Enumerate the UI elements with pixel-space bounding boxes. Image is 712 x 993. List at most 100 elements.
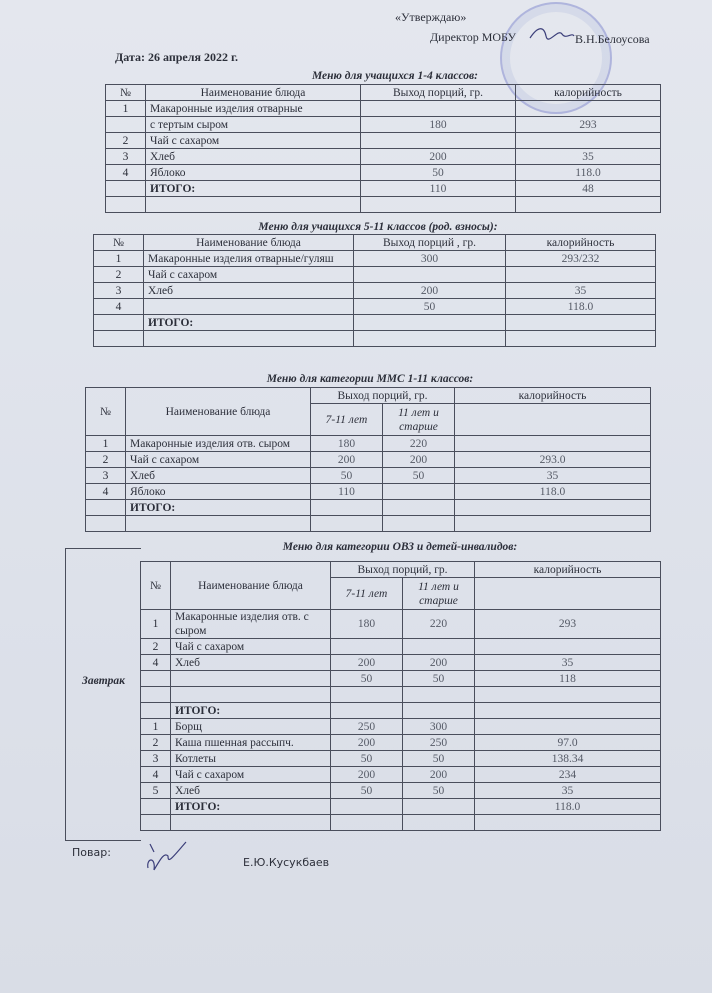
cell-dish: [170, 686, 331, 703]
menu-5-11-title: Меню для учащихся 5-11 классов (род. взн…: [258, 221, 498, 233]
cell-portion: 180: [330, 609, 403, 639]
cell-calories: 118.0: [515, 164, 661, 181]
cell-number: 3: [93, 282, 144, 299]
cell-portion: 200: [330, 734, 403, 751]
table-row: ИТОГО: 118.0: [140, 798, 662, 815]
cell-calories: [454, 435, 652, 452]
director-name: В.Н.Белоусова: [575, 32, 650, 46]
col-calories: калорийность: [505, 234, 656, 251]
menu-1-4-title: Меню для учащихся 1-4 классов:: [311, 70, 478, 82]
cell-dish: Чай с сахаром: [170, 766, 331, 783]
cell-calories: [505, 266, 656, 283]
cell-number: [105, 196, 146, 213]
cell-portion: [330, 814, 403, 831]
col-number: №: [140, 561, 171, 610]
table-row: 3 Хлеб 50 50 35: [85, 467, 652, 484]
cell-dish: Макаронные изделия отв. с сыром: [170, 609, 331, 639]
cell-calories: [454, 499, 652, 516]
cell-dish: Котлеты: [170, 750, 331, 767]
cell-portion: 220: [401, 609, 476, 639]
cell-calories: 293: [474, 609, 662, 639]
table-row: 2 Каша пшенная рассыпч. 200 250 97.0: [140, 734, 662, 751]
cell-portion: 50: [330, 750, 403, 767]
col-dish: Наименование блюда: [145, 84, 361, 101]
cell-dish: Борщ: [170, 718, 331, 735]
cell-number: 1: [85, 435, 126, 452]
cell-number: [105, 116, 146, 133]
cell-dish: Хлеб: [145, 148, 361, 165]
cell-calories: 35: [474, 654, 662, 671]
cell-portion: 50: [330, 670, 403, 687]
cell-calories: 97.0: [474, 734, 662, 751]
table-row: 2 Чай с сахаром: [140, 638, 662, 655]
table-row: 2 Чай с сахаром: [105, 132, 661, 149]
cell-calories: [454, 515, 652, 532]
cell-dish: Макаронные изделия отварные: [145, 100, 361, 117]
cell-calories: 118.0: [454, 483, 652, 500]
cell-calories: 35: [515, 148, 661, 165]
table-row: 2 Чай с сахаром 200 200 293.0: [85, 451, 652, 468]
cell-number: [140, 814, 171, 831]
table-row: 50 50 118: [140, 670, 662, 687]
cell-calories: 35: [474, 782, 662, 799]
col-age-7-11: 7-11 лет: [330, 577, 403, 610]
cell-calories: 118.0: [474, 798, 662, 815]
cell-number: [105, 180, 146, 197]
table-row: 1 Борщ 250 300: [140, 718, 662, 735]
table-row: [85, 515, 652, 532]
col-age-11-plus: 11 лет и старше: [401, 577, 476, 610]
cell-number: 4: [140, 766, 171, 783]
document-date: Дата: 26 апреля 2022 г.: [115, 50, 239, 64]
cell-dish: ИТОГО:: [125, 499, 311, 516]
cell-dish: Яблоко: [145, 164, 361, 181]
cell-dish: Макаронные изделия отв. сыром: [125, 435, 311, 452]
meal-label-breakfast: Завтрак: [81, 675, 125, 687]
table-row: 3 Котлеты 50 50 138.34: [140, 750, 662, 767]
cell-portion: [353, 330, 506, 347]
cell-portion: [330, 798, 403, 815]
cell-portion: 200: [381, 451, 456, 468]
col-calories: калорийность: [454, 387, 652, 404]
cell-portion: 50: [401, 750, 476, 767]
cell-portion: 220: [381, 435, 456, 452]
cook-signature-icon: [147, 841, 187, 871]
menu-ovz-title: Меню для категории ОВЗ и детей-инвалидов…: [282, 541, 518, 553]
cell-portion: 300: [401, 718, 476, 735]
cell-number: 3: [85, 467, 126, 484]
cell-number: 2: [140, 734, 171, 751]
cell-calories: 293.0: [454, 451, 652, 468]
cell-portion: [401, 814, 476, 831]
cell-number: 2: [93, 266, 144, 283]
cell-portion: 50: [330, 782, 403, 799]
cell-calories: [474, 638, 662, 655]
cell-portion: [353, 266, 506, 283]
cell-portion: 50: [310, 467, 383, 484]
col-calories-blank: [454, 403, 652, 436]
table-row: 4 50 118.0: [93, 298, 656, 315]
cell-calories: 234: [474, 766, 662, 783]
cell-calories: [474, 718, 662, 735]
director-signature-icon: [529, 28, 575, 40]
cell-portion: [330, 638, 403, 655]
cell-number: [93, 314, 144, 331]
cell-number: 4: [140, 654, 171, 671]
table-row: [105, 196, 661, 213]
cell-portion: [330, 702, 403, 719]
cell-dish: ИТОГО:: [143, 314, 354, 331]
cell-portion: 250: [401, 734, 476, 751]
table-row: ИТОГО:: [85, 499, 652, 516]
col-number: №: [93, 234, 144, 251]
cell-portion: [381, 515, 456, 532]
table-row: 1 Макаронные изделия отв. с сыром 180 220 29…: [140, 609, 662, 639]
menu-5-11-table: № Наименование блюда Выход порций , гр. …: [93, 234, 656, 347]
table-row: [93, 330, 656, 347]
cell-portion: 300: [353, 250, 506, 267]
cell-dish: ИТОГО:: [170, 702, 331, 719]
cell-number: [140, 798, 171, 815]
cell-dish: ИТОГО:: [170, 798, 331, 815]
cell-number: 2: [140, 638, 171, 655]
cell-portion: [401, 798, 476, 815]
col-calories-blank: [474, 577, 662, 610]
cell-portion: [360, 196, 516, 213]
cell-portion: 200: [401, 766, 476, 783]
